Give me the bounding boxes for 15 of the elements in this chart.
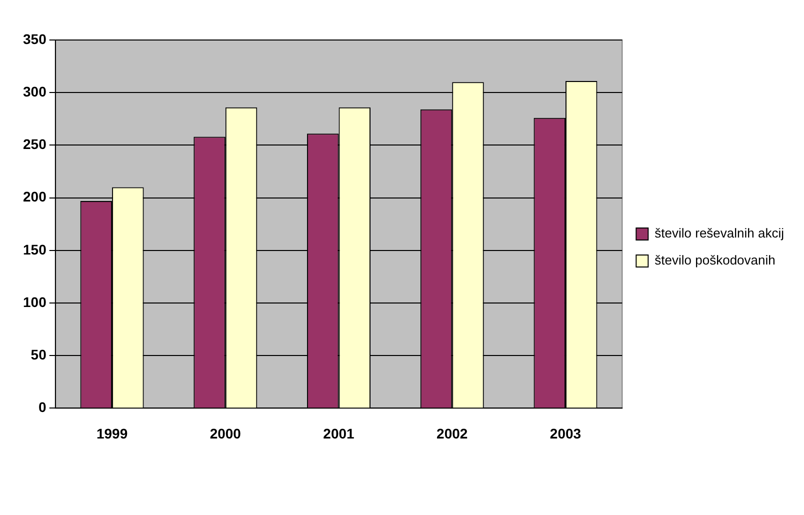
x-tick-label: 2002 — [436, 425, 468, 442]
y-tick-label: 250 — [23, 136, 47, 152]
y-tick-label: 50 — [30, 346, 47, 362]
x-tick-label: 1999 — [96, 425, 128, 442]
y-tick-label: 350 — [23, 30, 47, 47]
y-tick-label: 0 — [38, 399, 47, 416]
y-tick-label: 200 — [23, 188, 47, 205]
y-tick-label: 300 — [23, 83, 47, 100]
x-tick-label: 2000 — [210, 425, 242, 442]
y-tick-label: 100 — [23, 294, 47, 310]
x-tick-label: 2001 — [323, 425, 355, 442]
legend-label: število reševalnih akcij — [654, 226, 784, 241]
x-tick-label: 2003 — [550, 425, 582, 442]
y-tick-label: 150 — [23, 241, 47, 258]
legend-label: število poškodovanih — [654, 252, 776, 268]
